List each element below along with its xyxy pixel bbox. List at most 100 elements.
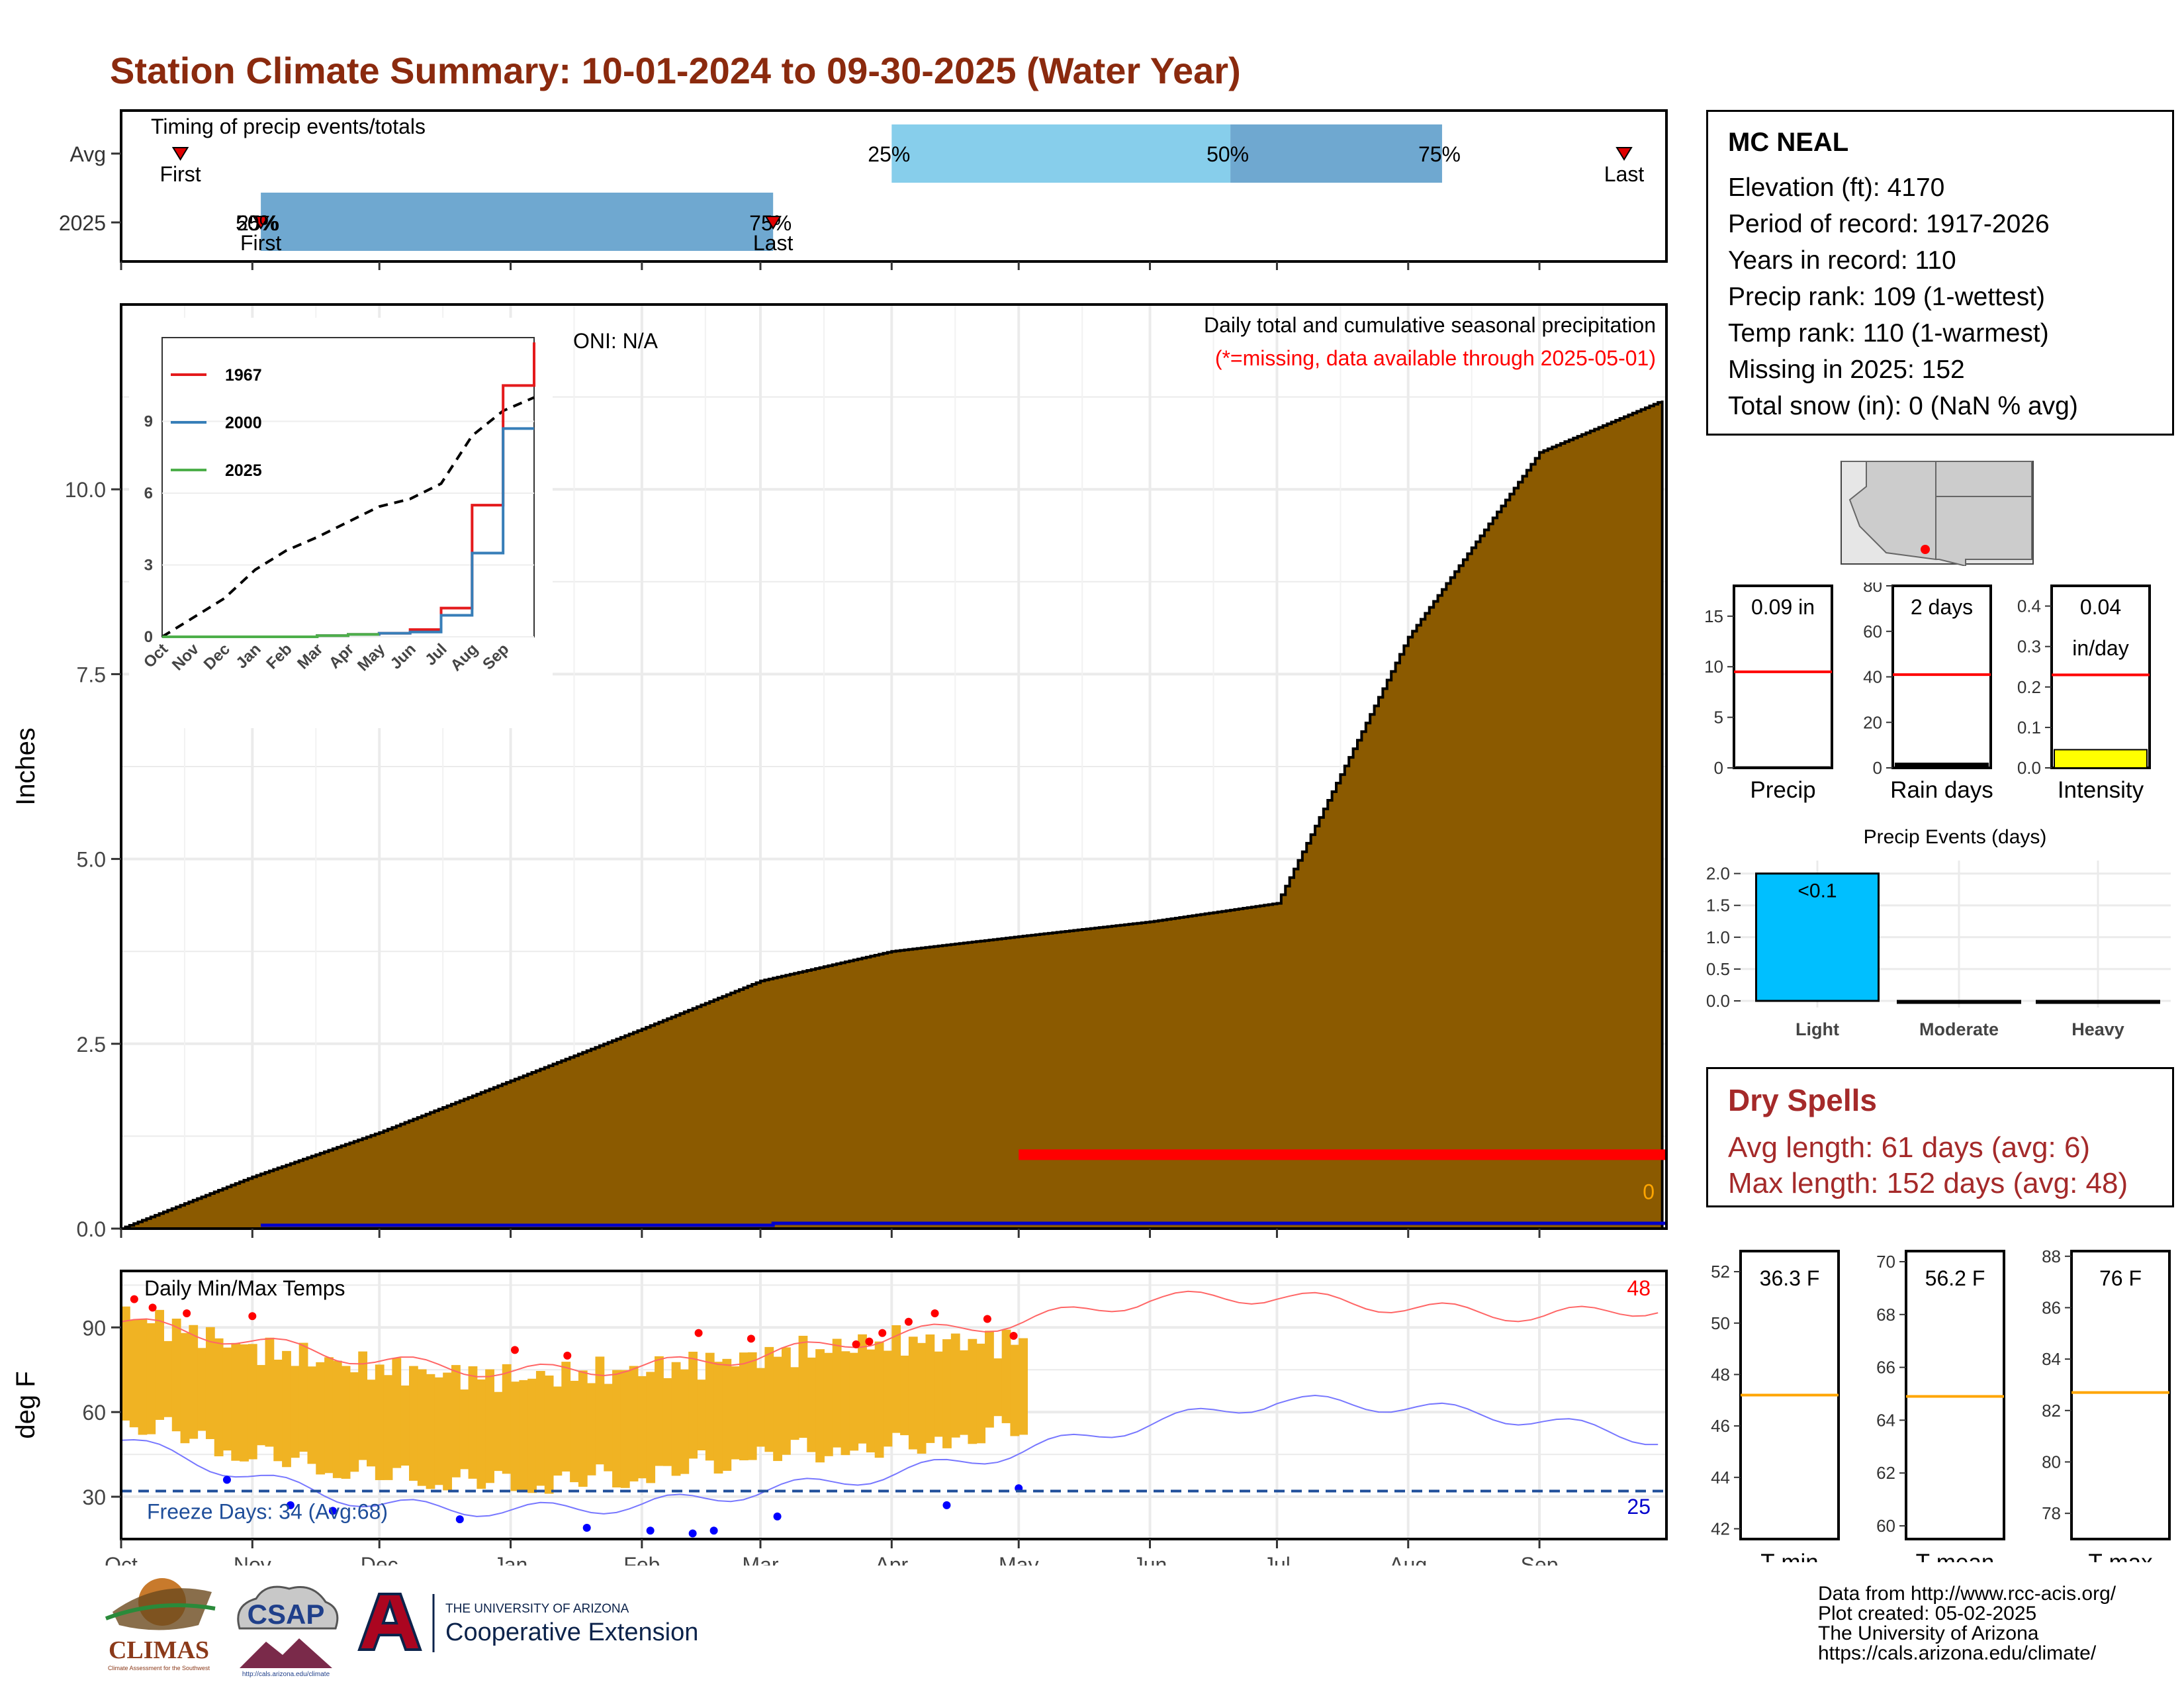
daily-temp-range-bar <box>383 1375 393 1480</box>
credits-block: Data from http://www.rcc-acis.org/Plot c… <box>1818 1584 2116 1664</box>
events-category-label: Heavy <box>2071 1019 2124 1039</box>
credit-line: Data from http://www.rcc-acis.org/ <box>1818 1583 2116 1605</box>
stat-value-label-0: 0.09 in <box>1751 595 1815 619</box>
daily-temp-range-bar <box>409 1366 418 1481</box>
avg-p75-label: 75% <box>1418 142 1461 166</box>
daily-temp-range-bar <box>917 1342 927 1454</box>
events-category-label: Light <box>1796 1019 1839 1039</box>
timing-row-label: Avg <box>69 142 106 166</box>
daily-temp-range-bar <box>985 1331 994 1428</box>
timing-label: Timing of precip events/totals <box>151 115 426 138</box>
daily-temp-range-bar <box>553 1386 563 1476</box>
events-ytick-label: 2.0 <box>1706 864 1730 884</box>
temp-stat-ytick-label: 80 <box>2042 1452 2061 1472</box>
temp-stat-value-2: 76 F <box>2099 1266 2142 1290</box>
climas-logo-graphic: CLIMAS Climate Assessment for the Southw… <box>105 1578 216 1671</box>
temp-ytick-label: 90 <box>82 1316 106 1340</box>
daily-temp-range-bar <box>841 1351 850 1456</box>
daily-temp-range-bar <box>510 1382 520 1491</box>
temp-stat-ytick-label: 86 <box>2042 1297 2061 1317</box>
daily-temp-range-bar <box>265 1337 275 1447</box>
record-high-point <box>694 1329 703 1337</box>
daily-temp-range-bar <box>976 1343 986 1444</box>
main-caption: Daily total and cumulative seasonal prec… <box>1204 313 1656 337</box>
temp-stat-ytick-label: 64 <box>1876 1410 1895 1430</box>
record-low-point <box>455 1515 464 1524</box>
daily-temp-range-bar <box>392 1358 402 1468</box>
climas-wordmark: CLIMAS <box>109 1636 209 1664</box>
daily-temp-range-bar <box>222 1347 232 1451</box>
temp-stat-ytick-label: 42 <box>1711 1519 1730 1538</box>
temp-stat-ytick-label: 62 <box>1876 1463 1895 1483</box>
dry-spells-max: Max length: 152 days (avg: 48) <box>1728 1167 2128 1199</box>
daily-temp-range-bar <box>248 1344 257 1460</box>
station-location-marker <box>1921 545 1930 554</box>
events-title: Precip Events (days) <box>1864 826 2047 848</box>
ua-extension: Cooperative Extension <box>445 1618 698 1646</box>
daily-temp-range-bar <box>662 1378 672 1466</box>
inset-series-2025 <box>162 633 379 638</box>
inset-ytick-label: 9 <box>144 413 153 431</box>
daily-temp-range-bar <box>561 1362 571 1472</box>
daily-temp-range-bar <box>823 1352 833 1456</box>
station-name: MC NEAL <box>1728 128 1849 157</box>
record-high-point <box>248 1312 257 1321</box>
timing-row-label: 2025 <box>59 211 106 235</box>
temp-stat-value-1: 56.2 F <box>1925 1266 1985 1290</box>
avg-p25-label: 25% <box>868 142 910 166</box>
record-high-point <box>852 1340 860 1348</box>
daily-temp-range-bar <box>697 1380 706 1451</box>
temp-stat-ytick-label: 48 <box>1711 1364 1730 1384</box>
daily-temp-range-bar <box>189 1325 199 1439</box>
daily-temp-range-bar <box>155 1309 164 1420</box>
events-ytick-label: 1.0 <box>1706 927 1730 947</box>
record-low-point <box>222 1476 231 1484</box>
month-label: Aug <box>1389 1553 1427 1566</box>
daily-temp-range-bar <box>832 1338 842 1448</box>
daily-temp-range-bar <box>849 1352 859 1451</box>
inset-ytick-label: 6 <box>144 485 153 502</box>
stat-label-1: Rain days <box>1890 777 1993 803</box>
stat-ytick-label: 0 <box>1873 758 1882 778</box>
stat-ytick-label: 0 <box>1714 758 1723 778</box>
daily-temp-range-bar <box>773 1356 782 1462</box>
stat-ytick-label: 40 <box>1863 667 1882 687</box>
temp-stat-ytick-label: 78 <box>2042 1503 2061 1523</box>
daily-temp-range-bar <box>519 1380 529 1493</box>
daily-temp-range-bar <box>273 1359 283 1462</box>
daily-temp-range-bar <box>1010 1344 1020 1436</box>
stat-ytick-label: 0.4 <box>2017 596 2041 616</box>
temp-stat-label-1: T-mean <box>1916 1550 1995 1562</box>
daily-temp-range-bar <box>731 1366 740 1460</box>
stat-ytick-label: 0.2 <box>2017 677 2041 697</box>
daily-temp-range-bar <box>214 1338 224 1456</box>
inset-ytick-label: 3 <box>144 557 153 575</box>
daily-temp-range-bar <box>925 1334 935 1443</box>
daily-temp-range-bar <box>527 1378 537 1493</box>
daily-temp-range-bar <box>180 1333 190 1444</box>
temp-stat-ytick-label: 82 <box>2042 1401 2061 1421</box>
avg-last-label: Last <box>1604 162 1645 186</box>
main-plot-frame <box>120 303 1668 1230</box>
daily-temp-range-bar <box>121 1306 130 1421</box>
daily-temp-range-bar <box>341 1366 351 1479</box>
daily-temp-range-bar <box>146 1323 156 1434</box>
month-label: Dec <box>361 1553 398 1566</box>
stat-box-1 <box>1891 585 1992 769</box>
daily-temp-range-bar <box>739 1352 749 1461</box>
record-low-point <box>688 1529 697 1538</box>
year-timing-bar <box>261 193 774 251</box>
temp-ylabel: deg F <box>11 1371 40 1438</box>
record-low-point <box>942 1501 951 1509</box>
avg-last-marker <box>1615 147 1633 161</box>
precip-stats-panels: 0 5 10 15 0.09 in Precip 0 20 40 60 80 2 days Rain d… <box>1704 583 2151 803</box>
record-high-point <box>148 1303 157 1312</box>
temp-stat-label-0: T-min <box>1760 1550 1819 1562</box>
daily-temp-range-bar <box>1019 1338 1028 1435</box>
daily-temp-range-bar <box>426 1374 435 1489</box>
daily-temp-range-bar <box>595 1356 605 1465</box>
daily-temp-range-bar <box>891 1325 901 1433</box>
stat-ytick-label: 5 <box>1714 708 1723 727</box>
station-info-box: MC NEAL Elevation (ft): 4170 Period of re… <box>1706 110 2174 436</box>
daily-temp-range-bar <box>968 1338 978 1444</box>
